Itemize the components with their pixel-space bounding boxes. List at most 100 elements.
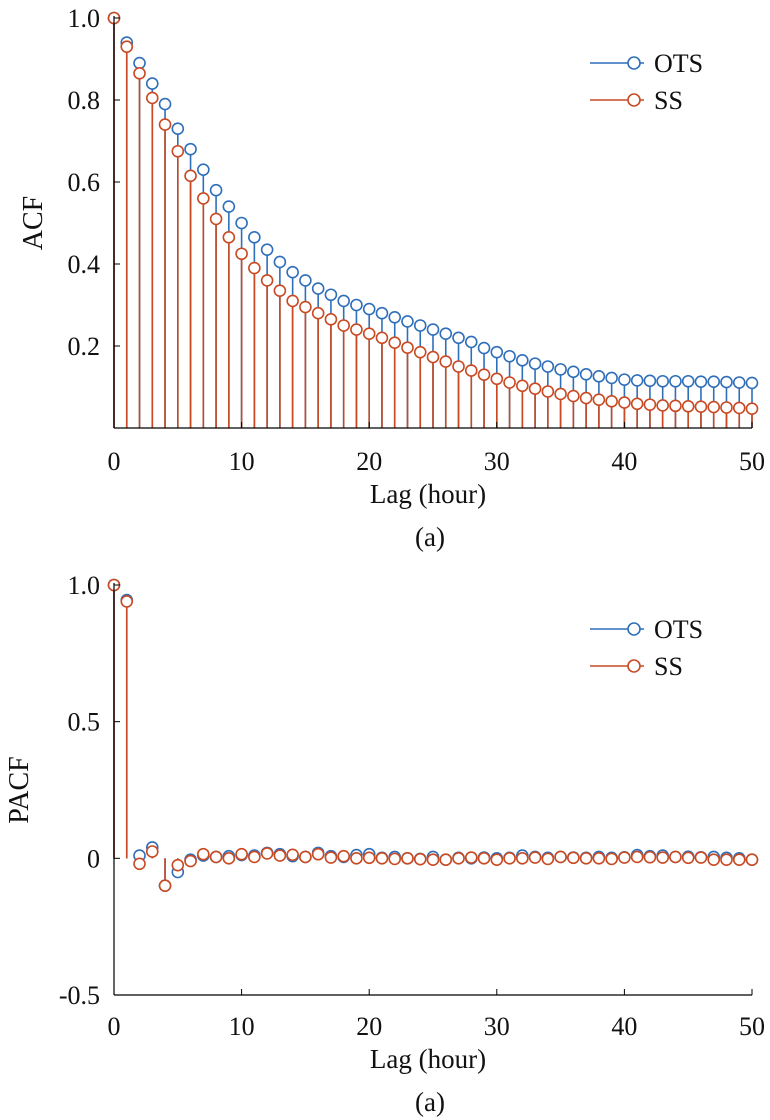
pacf-ss-point	[745, 853, 759, 867]
acf-ots-point	[541, 360, 555, 373]
acf-ss-point	[158, 118, 172, 131]
acf-ss-point	[477, 368, 491, 382]
acf-ss-point	[605, 395, 618, 408]
acf-ss-point	[516, 379, 529, 393]
acf-panel: 0 10 20 30 40 50 0.2 0.4 0.6 0.8 1.0 ACF Lag (hour…	[18, 4, 765, 552]
acf-ots-point	[643, 374, 657, 388]
acf-ots-point	[745, 376, 759, 390]
pacf-ss-point	[184, 854, 197, 868]
pacf-ss-point	[464, 851, 478, 864]
acf-y-axis-label: ACF	[18, 196, 49, 250]
pacf-ss-point	[490, 853, 504, 867]
acf-ots-point	[490, 345, 504, 359]
acf-y-tick-label: 0.4	[68, 250, 101, 279]
acf-ots-point	[401, 315, 414, 328]
acf-ots-point	[197, 163, 210, 176]
pacf-legend-ots-label: OTS	[654, 615, 703, 644]
pacf-x-tick-label: 50	[739, 1012, 765, 1041]
pacf-ss-point	[643, 850, 657, 864]
acf-ss-point	[656, 399, 669, 412]
pacf-ss-point	[120, 595, 134, 608]
pacf-ss-point	[669, 850, 682, 864]
acf-ss-point	[528, 382, 542, 395]
pacf-ss-point	[618, 851, 631, 864]
pacf-ss-point	[260, 847, 274, 860]
acf-ss-point	[350, 323, 363, 336]
acf-y-tick-label: 1.0	[68, 4, 101, 33]
acf-y-tick-label: 0.8	[68, 86, 101, 115]
pacf-ss-point	[707, 853, 721, 867]
acf-ots-point	[503, 349, 516, 363]
acf-ots-point	[605, 371, 618, 385]
pacf-y-axis-label: PACF	[4, 756, 35, 823]
acf-ss-point	[375, 331, 389, 345]
acf-ots-point	[362, 302, 376, 316]
pacf-ss-point	[286, 848, 299, 862]
acf-ss-point	[171, 144, 185, 158]
pacf-legend-ss-label: SS	[654, 652, 683, 681]
acf-ots-point	[235, 216, 248, 230]
acf-ss-point	[490, 372, 504, 386]
pacf-ss-point	[324, 851, 338, 864]
acf-x-tick-label: 50	[739, 447, 765, 476]
pacf-ss-point	[375, 852, 389, 865]
acf-ss-point	[248, 261, 261, 275]
acf-ots-point	[516, 354, 529, 367]
acf-legend-ots-marker	[627, 56, 641, 70]
acf-x-tick-label: 40	[611, 447, 637, 476]
pacf-x-tick-label: 30	[484, 1012, 510, 1041]
acf-x-axis-label: Lag (hour)	[370, 479, 486, 509]
acf-ots-point	[656, 374, 669, 388]
acf-ots-point	[426, 323, 440, 336]
acf-ots-point	[158, 97, 172, 111]
acf-ss-point	[273, 284, 287, 297]
pacf-ss-point	[503, 852, 516, 865]
acf-ss-point	[681, 399, 695, 413]
acf-ots-point	[350, 298, 363, 312]
acf-ots-point	[324, 288, 338, 302]
acf-legend-ss-label: SS	[654, 86, 683, 115]
acf-ots-point	[248, 231, 261, 244]
pacf-ss-point	[541, 852, 555, 866]
acf-ss-point	[745, 402, 759, 416]
acf-ss-point	[503, 376, 516, 389]
pacf-ss-point	[528, 851, 542, 864]
pacf-y-tick-label: 0	[87, 844, 100, 873]
acf-y-tick-label: 0.6	[68, 168, 101, 197]
acf-ots-point	[133, 56, 146, 70]
acf-ots-point	[567, 365, 580, 379]
acf-ots-point	[439, 327, 453, 341]
acf-ss-point	[299, 300, 312, 314]
acf-ss-point	[133, 67, 146, 80]
acf-ss-point	[592, 393, 606, 407]
acf-ots-point	[184, 142, 197, 156]
acf-ss-point	[579, 391, 593, 405]
acf-ots-point	[452, 331, 465, 345]
acf-ss-point	[439, 355, 453, 368]
pacf-ss-point	[145, 845, 159, 858]
acf-ss-point	[145, 91, 159, 105]
pacf-ss-point	[592, 852, 606, 865]
pacf-ss-point	[413, 852, 427, 866]
pacf-ss-point	[567, 851, 580, 865]
acf-ots-point	[618, 373, 631, 386]
pacf-ss-point	[235, 847, 248, 861]
pacf-ss-point	[605, 852, 618, 866]
acf-ots-point	[337, 294, 350, 308]
acf-ss-point	[452, 360, 465, 373]
pacf-ss-point	[656, 851, 669, 864]
acf-y-tick-label: 0.2	[68, 332, 101, 361]
acf-ots-point	[630, 374, 644, 387]
acf-ss-point	[260, 274, 274, 287]
pacf-ss-point	[158, 879, 172, 892]
pacf-y-tick-label: -0.5	[59, 981, 100, 1010]
acf-ss-point	[209, 212, 223, 226]
acf-ss-point	[362, 327, 376, 341]
pacf-ss-point	[337, 849, 350, 863]
acf-ss-point	[222, 231, 236, 244]
pacf-ss-point	[133, 857, 146, 871]
pacf-ss-point	[350, 852, 363, 865]
acf-x-tick-label: 30	[484, 447, 510, 476]
acf-legend: OTS SS	[590, 49, 703, 115]
pacf-ss-point	[681, 851, 695, 865]
